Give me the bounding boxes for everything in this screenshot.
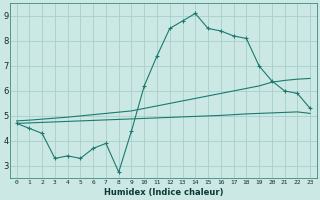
X-axis label: Humidex (Indice chaleur): Humidex (Indice chaleur) (104, 188, 223, 197)
